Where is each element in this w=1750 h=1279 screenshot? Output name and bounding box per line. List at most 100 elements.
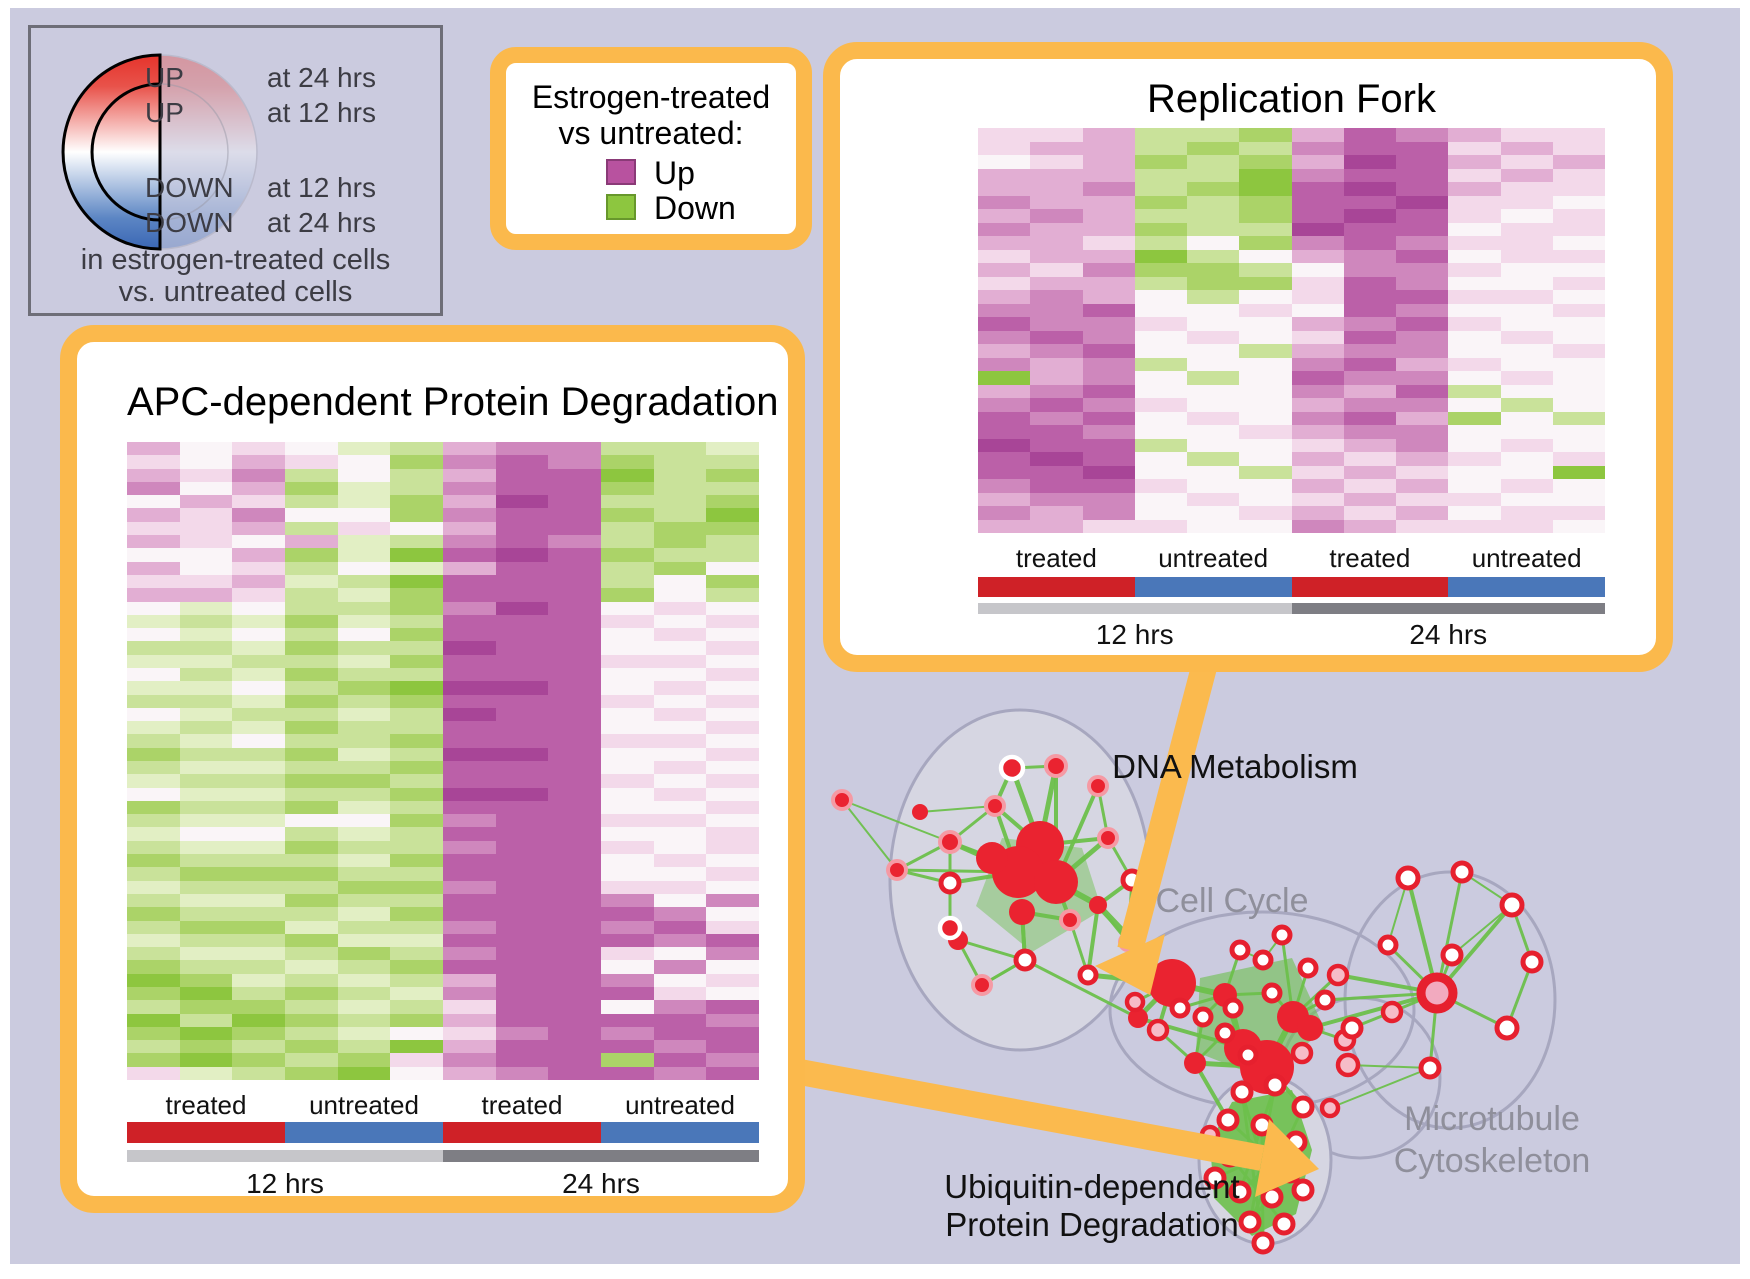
heatmap-cell (548, 1026, 601, 1041)
heatmap-cell (1343, 411, 1396, 425)
heatmap-cell (1500, 479, 1553, 493)
heatmap-cell (179, 548, 233, 562)
heatmap-cell (337, 1053, 391, 1067)
heatmap-cell (601, 548, 654, 562)
heatmap-cell (601, 521, 654, 536)
heatmap-cell (1239, 398, 1292, 412)
heatmap-cell (1239, 276, 1292, 290)
heatmap-cell (1134, 357, 1187, 371)
heatmap-cell (706, 827, 759, 841)
heatmap-cell (285, 960, 338, 974)
heatmap-cell (232, 508, 285, 522)
heatmap-cell (601, 481, 654, 496)
gene-node-s (1297, 1015, 1323, 1041)
heatmap-cell (1343, 141, 1396, 155)
heatmap-cell (390, 455, 443, 469)
heatmap-cell (390, 1013, 443, 1027)
heatmap-cell (1552, 276, 1605, 290)
heatmap-cell (706, 614, 759, 629)
heatmap-cell (337, 628, 391, 642)
heatmap-cell (548, 867, 601, 881)
heatmap-cell (495, 933, 549, 948)
heatmap-cell (285, 907, 338, 921)
heatmap-cell (653, 947, 707, 961)
heatmap-cell (1239, 128, 1292, 142)
heatmap-cell (1343, 222, 1396, 236)
heatmap-cell (390, 641, 443, 655)
heatmap-cell (285, 880, 338, 894)
heatmap-cell (1082, 384, 1135, 398)
heatmap-cell (232, 986, 285, 1001)
heatmap-cell (1396, 330, 1449, 344)
gene-node-rp (1319, 1097, 1341, 1119)
heatmap-cell (1396, 209, 1449, 223)
heatmap-cell (232, 614, 285, 629)
heatmap-cell (1500, 303, 1553, 317)
heatmap-cell (1239, 506, 1292, 520)
network-edge (1309, 991, 1438, 1030)
heatmap-cell (706, 694, 759, 708)
heatmap-cell (1082, 465, 1135, 479)
heatmap-cell (337, 800, 391, 815)
heatmap-cell (601, 1066, 654, 1080)
heatmap-cell (1343, 168, 1396, 182)
heatmap-cell (337, 787, 391, 801)
heatmap-cell (495, 920, 549, 934)
heatmap-cell (978, 290, 1031, 304)
heatmap-cell (1448, 317, 1501, 331)
heatmap-cell (179, 734, 233, 748)
gene-node-rw (1237, 1044, 1259, 1066)
heatmap-cell (285, 734, 338, 748)
gene-node-pr (984, 795, 1006, 817)
heatmap-cell (1291, 290, 1344, 304)
heatmap-cell (285, 774, 338, 788)
heatmap-cell (653, 840, 707, 855)
heatmap-cell (1187, 263, 1240, 277)
heatmap-cell (443, 947, 496, 961)
heatmap-cell (601, 973, 654, 987)
heatmap-cell (1448, 303, 1501, 317)
heatmap-cell (495, 893, 549, 908)
heatmap-cell (179, 628, 233, 642)
heatmap-cell (337, 588, 391, 602)
heatmap-cell (390, 960, 443, 974)
heatmap-cell (495, 1000, 549, 1014)
heatmap-cell (179, 840, 233, 855)
heatmap-cell (495, 986, 549, 1001)
heatmap-cell (548, 628, 601, 642)
heatmap-cell (1552, 425, 1605, 439)
heatmap-cell (495, 614, 549, 629)
heatmap-cell (1448, 506, 1501, 520)
heatmap-cell (706, 920, 759, 934)
heatmap-cell (127, 734, 180, 748)
heatmap-cell (653, 455, 707, 469)
heatmap-cell (179, 588, 233, 602)
heatmap-cell (232, 667, 285, 682)
heatmap-cell (390, 933, 443, 948)
heatmap-cell (337, 681, 391, 695)
heatmap-cell (390, 1066, 443, 1080)
heatmap-cell (337, 641, 391, 655)
heatmap-cell (1291, 182, 1344, 196)
heatmap-cell (443, 854, 496, 868)
heatmap-cell (337, 1000, 391, 1014)
gene-node-pr (831, 789, 853, 811)
heatmap-cell (548, 933, 601, 948)
network-edge (957, 938, 1026, 962)
heatmap-cell (1500, 209, 1553, 223)
heatmap-cell (495, 947, 549, 961)
heatmap-cell (337, 1026, 391, 1041)
heatmap-cell (1500, 155, 1553, 169)
heatmap-cell (390, 561, 443, 575)
heatmap-cell (653, 933, 707, 948)
heatmap-cell (1187, 155, 1240, 169)
heatmap-cell (706, 933, 759, 948)
heatmap-cell (706, 521, 759, 536)
heatmap-cell (1291, 411, 1344, 425)
legend-up-inner-time: at 12 hrs (267, 97, 376, 128)
apc-group-labels: treated untreated treated untreated (127, 1090, 759, 1121)
heatmap-cell (653, 907, 707, 921)
heatmap-cell (285, 574, 338, 589)
heatmap-cell (706, 468, 759, 482)
heatmap-cell (1552, 195, 1605, 209)
